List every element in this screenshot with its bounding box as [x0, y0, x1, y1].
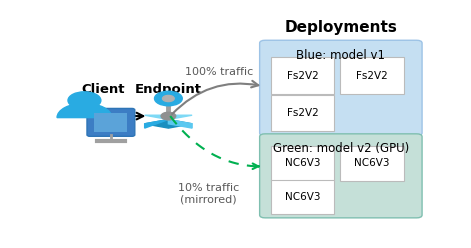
Text: Client: Client — [81, 83, 124, 96]
FancyBboxPatch shape — [340, 146, 404, 181]
Text: NC6V3: NC6V3 — [354, 158, 390, 168]
Circle shape — [162, 95, 174, 102]
FancyBboxPatch shape — [271, 180, 334, 214]
Text: 100% traffic: 100% traffic — [186, 67, 253, 77]
Circle shape — [68, 92, 101, 109]
Circle shape — [161, 112, 176, 120]
Polygon shape — [145, 120, 169, 128]
Text: NC6V3: NC6V3 — [285, 192, 320, 202]
Text: NC6V3: NC6V3 — [285, 158, 320, 168]
FancyArrowPatch shape — [172, 81, 258, 114]
FancyBboxPatch shape — [260, 134, 422, 218]
FancyBboxPatch shape — [87, 108, 135, 136]
Text: 10% traffic
(mirrored): 10% traffic (mirrored) — [178, 183, 239, 204]
Polygon shape — [145, 120, 192, 128]
Polygon shape — [169, 120, 192, 128]
Text: Fs2V2: Fs2V2 — [287, 71, 318, 81]
FancyBboxPatch shape — [271, 146, 334, 181]
Text: Green: model v2 (GPU): Green: model v2 (GPU) — [273, 142, 409, 155]
FancyBboxPatch shape — [260, 40, 422, 136]
Text: Fs2V2: Fs2V2 — [287, 108, 318, 118]
Circle shape — [154, 91, 182, 106]
Wedge shape — [57, 103, 112, 118]
FancyBboxPatch shape — [340, 58, 404, 94]
Text: Blue: model v1: Blue: model v1 — [296, 49, 385, 62]
FancyBboxPatch shape — [94, 113, 127, 132]
Text: Deployments: Deployments — [284, 21, 398, 35]
Polygon shape — [145, 115, 192, 120]
FancyBboxPatch shape — [271, 95, 334, 131]
Text: Fs2V2: Fs2V2 — [356, 71, 388, 81]
Text: Endpoint: Endpoint — [135, 83, 202, 96]
FancyBboxPatch shape — [271, 58, 334, 94]
